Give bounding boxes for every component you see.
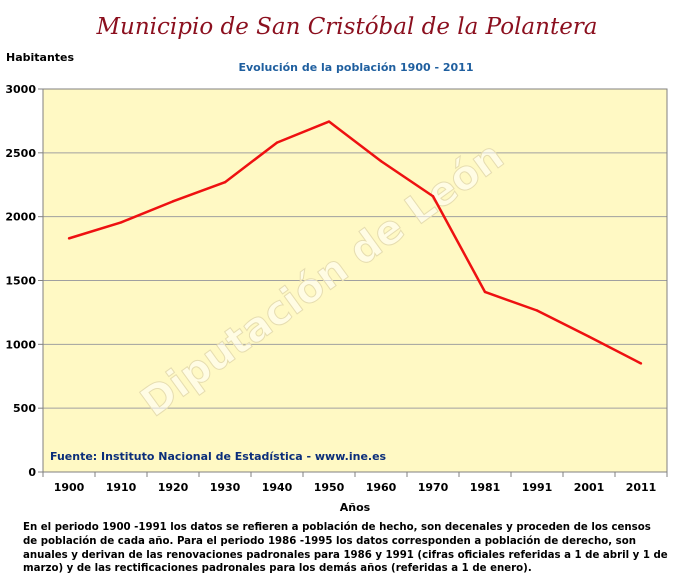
series-group xyxy=(67,120,643,365)
x-tick-label: 1970 xyxy=(418,481,449,494)
data-point xyxy=(275,141,279,144)
y-tick-label: 1500 xyxy=(5,275,36,288)
x-tick-label: 1960 xyxy=(366,481,397,494)
data-point xyxy=(379,159,383,163)
x-axis-ticks: 1900 1910 1920 1930 1940 1950 1960 1970 1981 1991… xyxy=(42,472,668,494)
y-tick-label: 2500 xyxy=(5,147,36,160)
x-tick-label: 1991 xyxy=(522,481,553,494)
grid-lines xyxy=(43,152,667,409)
x-axis-label: Años xyxy=(340,501,371,514)
data-point xyxy=(639,362,643,365)
data-point xyxy=(535,309,539,312)
series-line xyxy=(68,120,642,365)
y-tick-label: 2000 xyxy=(5,211,36,224)
x-tick-label: 1940 xyxy=(262,481,293,494)
y-axis-label: Habitantes xyxy=(6,51,75,64)
data-point xyxy=(431,195,435,198)
data-point xyxy=(171,200,175,203)
y-tick-label: 3000 xyxy=(5,83,36,96)
y-tick-label: 1000 xyxy=(5,338,36,351)
x-tick-label: 1900 xyxy=(54,481,85,494)
page-title: Municipio de San Cristóbal de la Polante… xyxy=(96,14,598,40)
data-point xyxy=(223,180,227,184)
data-point xyxy=(119,221,123,224)
x-tick-label: 1910 xyxy=(106,481,137,494)
x-tick-label: 1930 xyxy=(210,481,241,494)
data-point xyxy=(587,335,591,338)
x-tick-label: 2011 xyxy=(626,481,657,494)
x-tick-label: 2001 xyxy=(574,481,605,494)
data-point xyxy=(67,237,71,240)
data-point xyxy=(327,120,331,123)
x-tick-label: 1920 xyxy=(158,481,189,494)
population-line-chart: Diputación de León 050010001500200025003… xyxy=(5,83,668,514)
data-point xyxy=(483,290,487,294)
chart-subtitle: Evolución de la población 1900 - 2011 xyxy=(238,61,474,74)
y-tick-label: 500 xyxy=(13,402,36,415)
y-tick-label: 0 xyxy=(28,466,36,479)
y-axis-ticks: 0 500 1000 1500 2000 2500 3000 xyxy=(5,83,43,479)
footnote: En el periodo 1900 -1991 los datos se re… xyxy=(23,522,668,575)
source-label: Fuente: Instituto Nacional de Estadístic… xyxy=(50,450,387,463)
x-tick-label: 1950 xyxy=(314,481,345,494)
x-tick-label: 1981 xyxy=(470,481,501,494)
